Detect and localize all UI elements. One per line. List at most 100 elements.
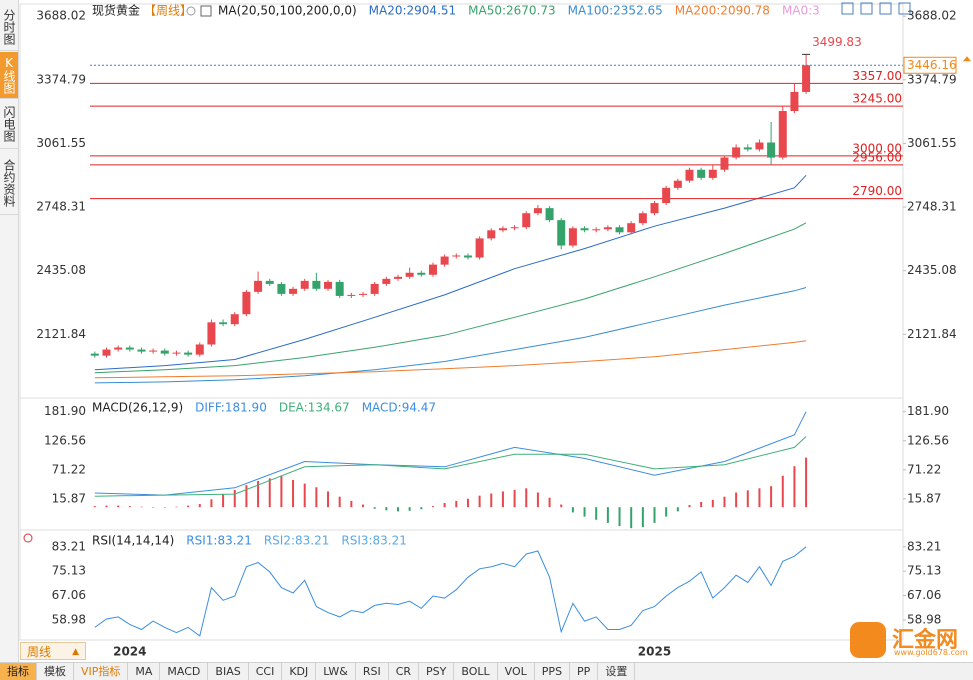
candle-body: [172, 352, 181, 354]
macd-bar: [746, 490, 749, 508]
sidebar-tab[interactable]: 合约资料: [0, 152, 18, 215]
y-tick-label-right: 67.06: [907, 588, 941, 602]
candle-body: [732, 147, 741, 158]
bottom-tab[interactable]: 设置: [598, 663, 636, 680]
legend-label: MA200:2090.78: [675, 4, 770, 18]
level-label: 2956.00: [852, 150, 902, 164]
legend-label: MA0:3: [782, 4, 820, 18]
macd-bar: [350, 500, 353, 508]
candle-body: [289, 288, 298, 294]
candle-body: [463, 255, 472, 258]
macd-bar: [140, 506, 143, 508]
macd-bar: [210, 499, 213, 508]
bottom-tab[interactable]: PSY: [419, 663, 455, 680]
macd-bar: [431, 506, 434, 508]
macd-bar: [163, 507, 166, 508]
y-tick-label-right: 3374.79: [907, 72, 957, 86]
sidebar-tab-active[interactable]: K线图: [0, 52, 18, 99]
pane-frames: [19, 3, 904, 641]
candle-body: [533, 208, 542, 214]
candle-body: [743, 147, 752, 150]
candle-body: [685, 169, 694, 181]
icon[interactable]: [898, 2, 911, 15]
y-tick-label-right: 2121.84: [907, 327, 957, 341]
icon[interactable]: [860, 2, 873, 15]
icon[interactable]: [841, 2, 854, 15]
ma-line: [94, 222, 807, 374]
bottom-tab[interactable]: BOLL: [454, 663, 498, 680]
bottom-tab[interactable]: RSI: [356, 663, 389, 680]
bottom-tab[interactable]: BIAS: [208, 663, 249, 680]
bottom-tab[interactable]: 指标: [0, 663, 37, 680]
macd-bar: [175, 506, 178, 508]
bottom-tab[interactable]: LW&: [316, 663, 356, 680]
candle-body: [580, 228, 589, 231]
ma-line: [94, 174, 807, 371]
legend-label: MA50:2670.73: [468, 4, 556, 18]
macd-bar: [770, 486, 773, 508]
candle-body: [487, 230, 496, 239]
period-text[interactable]: 周线: [27, 645, 52, 659]
macd-line: [94, 411, 807, 496]
y-tick-label: 67.06: [52, 588, 86, 602]
macd-bar: [723, 496, 726, 508]
macd-bar: [233, 489, 236, 508]
bottom-tab[interactable]: VOL: [498, 663, 535, 680]
candle-body: [125, 347, 134, 350]
y-tick-label: 2748.31: [36, 200, 86, 214]
bottom-tab[interactable]: CR: [389, 663, 420, 680]
bottom-tab[interactable]: KDJ: [282, 663, 317, 680]
watermark-name: 汇金网: [892, 628, 959, 653]
legend-label: RSI3:83.21: [341, 534, 407, 548]
candle-body: [475, 238, 484, 258]
candle-body: [195, 344, 204, 355]
candle-body: [720, 157, 729, 170]
y-tick-label: 58.98: [52, 612, 86, 626]
macd-bar: [362, 504, 365, 508]
chart-title: 现货黄金: [92, 3, 140, 18]
macd-bar: [455, 500, 458, 508]
candle-body: [347, 294, 356, 296]
bottom-tab[interactable]: MA: [128, 663, 161, 680]
candle-body: [335, 281, 344, 296]
candle-body: [662, 187, 671, 204]
icon[interactable]: [879, 2, 892, 15]
macd-bar: [793, 466, 796, 508]
sidebar-tab[interactable]: 分时图: [0, 4, 18, 51]
macd-bar: [676, 507, 679, 512]
bottom-tab[interactable]: MACD: [160, 663, 209, 680]
ma-line: [94, 340, 807, 379]
candle-body: [568, 228, 577, 246]
macd-bar: [408, 507, 411, 511]
bottom-tab[interactable]: CCI: [249, 663, 283, 680]
macd-bar: [735, 492, 738, 508]
level-label: 3357.00: [852, 69, 902, 83]
macd-bar: [805, 457, 808, 508]
macd-bar: [490, 493, 493, 508]
macd-bar: [595, 507, 598, 520]
macd-bar: [93, 506, 96, 508]
bottom-tab[interactable]: PPS: [535, 663, 571, 680]
settings-icon[interactable]: [23, 533, 33, 543]
candle-body: [405, 272, 414, 277]
candle-body: [114, 347, 123, 350]
bottom-tab[interactable]: 模板: [37, 663, 74, 680]
bottom-tab[interactable]: VIP指标: [74, 663, 129, 680]
chart: 3688.02 3688.02 3374.79 3374.79 3061.55 3061.…: [19, 2, 971, 659]
y-tick-label-right: 15.87: [907, 491, 941, 505]
indicator-label: MACD(26,12,9): [92, 401, 183, 415]
candle-body: [603, 227, 612, 230]
candle-body: [230, 314, 239, 325]
candle-body: [545, 208, 554, 221]
candle-body: [137, 349, 146, 352]
toolbar-icons[interactable]: [841, 2, 911, 15]
period-selector[interactable]: 周线 ▲: [20, 642, 86, 660]
sidebar-tab[interactable]: 闪电图: [0, 100, 18, 149]
candle-body: [417, 272, 426, 275]
macd-bar: [420, 507, 423, 510]
macd-bar: [711, 499, 714, 508]
price-pane: [19, 3, 904, 399]
rsi-pane: [19, 529, 904, 641]
y-tick-label-right: 3688.02: [907, 9, 957, 23]
bottom-tab[interactable]: PP: [570, 663, 599, 680]
